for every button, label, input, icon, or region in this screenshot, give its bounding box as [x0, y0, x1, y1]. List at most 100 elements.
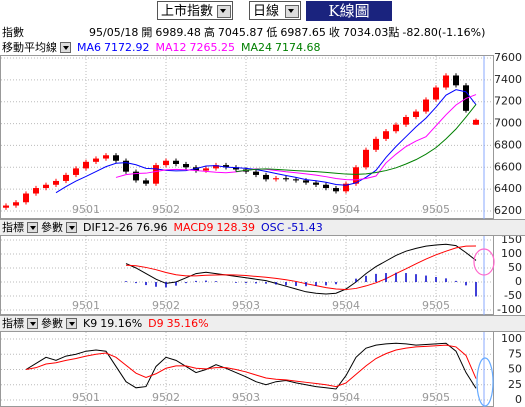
osc-bar: [125, 281, 127, 282]
candle-body: [183, 164, 189, 168]
y-tick-label: 6200: [494, 204, 522, 217]
indicator: 指標: [2, 317, 24, 330]
line: [125, 243, 477, 295]
dropdown[interactable]: [285, 5, 299, 18]
change-pct: (-1.16%): [437, 26, 486, 39]
legend-name: DIF12-26: [83, 221, 134, 234]
x-tick-label: 9504: [332, 299, 360, 312]
osc-bar: [255, 282, 257, 284]
legend-value: 76.96: [136, 221, 168, 234]
candle-body: [423, 99, 429, 112]
y-tick-label: 7000: [494, 117, 522, 130]
dropdown[interactable]: [60, 42, 71, 53]
candle-body: [33, 188, 39, 194]
highlight: [476, 357, 494, 407]
osc-bar: [215, 281, 217, 282]
osc-bar: [415, 274, 417, 282]
legend-value: 7265.25: [189, 41, 236, 54]
x-tick-label: 9503: [232, 391, 260, 404]
candle-body: [313, 182, 319, 185]
macd-header: 指標 參數 DIF12-26 76.96 MACD9 128.39 OSC -51.43: [0, 219, 525, 236]
osc-bar: [355, 278, 357, 282]
low: 6987.65: [280, 26, 326, 39]
osc-bar: [245, 282, 247, 284]
line: [25, 342, 477, 390]
panel: [0, 235, 494, 315]
high-label: 高: [203, 26, 215, 39]
y-tick-label: 6400: [494, 182, 522, 195]
dropdown[interactable]: [66, 318, 77, 329]
y-tick-label: -100: [497, 303, 522, 316]
candle-body: [453, 75, 459, 86]
osc-bar: [135, 282, 137, 284]
period-select[interactable]: 日線: [249, 1, 301, 20]
osc-bar: [295, 282, 297, 286]
ma-header: 移動平均線 MA6 7172.92 MA12 7265.25 MA24 7174.68: [0, 40, 525, 55]
candle-body: [113, 155, 119, 161]
osc-bar: [235, 282, 237, 283]
osc-bar: [405, 273, 407, 282]
x-tick-label: 9505: [422, 299, 450, 312]
osc-bar: [465, 282, 467, 286]
candle-body: [363, 149, 369, 168]
x-tick-label: 9501: [72, 203, 100, 216]
candle-body: [143, 180, 149, 184]
candle-body: [73, 168, 79, 175]
info-label: 指數: [2, 26, 24, 39]
close-label: 收: [328, 26, 340, 39]
osc-bar: [145, 282, 147, 286]
legend-name: MA6: [77, 41, 102, 54]
y-tick-label: 7200: [494, 95, 522, 108]
legend-value: -51.43: [287, 221, 323, 234]
osc-bar: [305, 282, 307, 287]
osc-bar: [275, 282, 277, 285]
osc-bar: [445, 278, 447, 282]
legend-name: OSC: [261, 221, 285, 234]
osc-bar: [425, 275, 427, 282]
market-select[interactable]: 上市指數: [157, 1, 233, 20]
candle-body: [173, 160, 179, 165]
candle-body: [93, 158, 99, 162]
dropdown[interactable]: [27, 222, 38, 233]
dropdown[interactable]: [66, 222, 77, 233]
candle-body: [293, 179, 299, 181]
osc-bar: [365, 275, 367, 282]
candle-body: [393, 124, 399, 132]
legend-value: 35.16%: [166, 317, 209, 330]
dropdown[interactable]: [217, 5, 231, 18]
dropdown[interactable]: [27, 318, 38, 329]
unit: 點: [388, 26, 400, 39]
high: 7045.87: [217, 26, 264, 39]
candle-body: [83, 161, 89, 169]
osc-bar: [385, 273, 387, 282]
osc-bar: [155, 282, 157, 287]
candle-body: [283, 178, 289, 180]
line: [55, 89, 477, 194]
period: 日線: [253, 4, 280, 19]
legend-value: 7174.68: [275, 41, 321, 54]
highlight: [473, 248, 495, 276]
line: [115, 94, 477, 181]
candle-body: [303, 180, 309, 183]
osc-bar: [265, 282, 267, 284]
kd-header: 指標 參數 K9 19.16% D9 35.16%: [0, 315, 525, 332]
param: 參數: [41, 317, 63, 330]
indicator: 移動平均線: [2, 41, 57, 54]
candle-body: [383, 131, 389, 139]
legend-name: D9: [148, 317, 164, 330]
y-tick-label: 100: [501, 247, 522, 260]
osc-bar: [205, 280, 207, 282]
y-tick-label: 6800: [494, 138, 522, 151]
candle-body: [133, 171, 139, 181]
line: [25, 344, 477, 388]
x-tick-label: 9505: [422, 203, 450, 216]
y-tick-label: 7400: [494, 73, 522, 86]
candle-body: [53, 180, 59, 185]
x-tick-label: 9503: [232, 299, 260, 312]
y-tick-label: 0: [515, 393, 522, 406]
candle-body: [263, 174, 269, 180]
legend-value: 7172.92: [104, 41, 150, 54]
change: -82.80: [402, 26, 438, 39]
